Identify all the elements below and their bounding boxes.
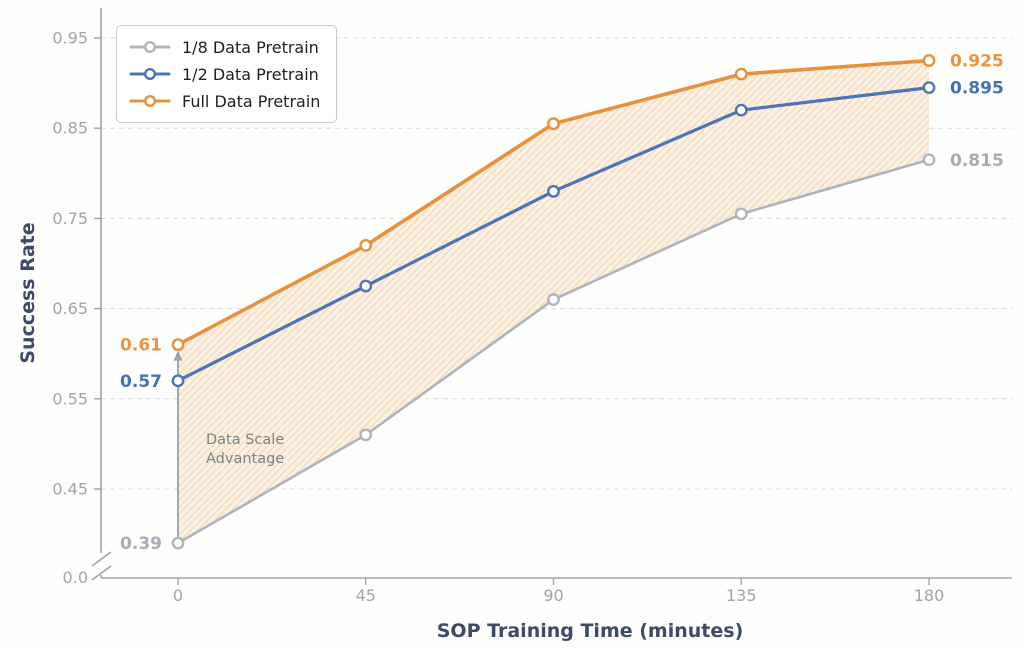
y-tick-label: 0.45 — [52, 480, 88, 499]
data-point — [734, 103, 748, 117]
y-tick-label: 0.55 — [52, 389, 88, 408]
y-tick-label-zero: 0.0 — [63, 568, 88, 587]
y-tick-label: 0.65 — [52, 299, 88, 318]
y-tick-label: 0.95 — [52, 29, 88, 48]
data-scale-advantage-band — [178, 60, 929, 544]
x-tick-label: 180 — [914, 586, 945, 605]
value-label-first: 0.61 — [120, 336, 162, 356]
advantage-arrow-head — [173, 350, 183, 361]
legend-item-1-2-data-pretrain: 1/2 Data Pretrain — [129, 62, 320, 86]
legend-item-full-data-pretrain: Full Data Pretrain — [129, 89, 320, 113]
value-label-first: 0.57 — [120, 372, 162, 392]
data-point — [171, 338, 185, 352]
x-tick-label: 0 — [173, 586, 183, 605]
axis-break-slash — [91, 565, 112, 581]
legend-line-marker-icon — [129, 67, 171, 81]
data-point — [922, 81, 936, 95]
legend: 1/8 Data Pretrain 1/2 Data Pretrain Full D… — [116, 25, 338, 123]
legend-line-marker-icon — [129, 40, 171, 54]
data-point — [359, 239, 373, 252]
legend-label: 1/2 Data Pretrain — [182, 64, 319, 84]
annotation-text: Advantage — [206, 451, 284, 467]
axis-break-slash — [91, 551, 112, 567]
data-point — [359, 428, 373, 442]
x-tick-label: 45 — [356, 586, 376, 605]
data-point — [922, 54, 936, 67]
data-point — [547, 117, 560, 131]
x-tick-label: 135 — [726, 586, 757, 605]
y-tick-label: 0.85 — [52, 119, 88, 138]
data-point — [547, 293, 560, 306]
value-label-first: 0.39 — [120, 534, 162, 554]
data-point — [922, 153, 936, 167]
legend-item-1-8-data-pretrain: 1/8 Data Pretrain — [129, 35, 320, 59]
legend-label: 1/8 Data Pretrain — [182, 37, 319, 57]
annotation-text: Data Scale — [206, 432, 284, 448]
y-axis-title: Success Rate — [17, 222, 39, 364]
value-label-last: 0.815 — [950, 151, 1004, 171]
legend-label: Full Data Pretrain — [182, 91, 321, 111]
axis-break-gap — [96, 553, 106, 575]
legend-line-marker-icon — [129, 94, 171, 108]
value-label-last: 0.895 — [950, 79, 1004, 99]
data-point — [171, 536, 185, 550]
data-point — [734, 207, 748, 221]
data-point — [171, 374, 185, 388]
x-tick-label: 90 — [543, 586, 563, 605]
x-axis-title: SOP Training Time (minutes) — [436, 620, 744, 642]
data-point — [734, 67, 748, 81]
y-tick-label: 0.75 — [52, 209, 88, 228]
value-label-last: 0.925 — [950, 52, 1004, 72]
data-point — [547, 184, 560, 198]
data-point — [359, 279, 373, 293]
